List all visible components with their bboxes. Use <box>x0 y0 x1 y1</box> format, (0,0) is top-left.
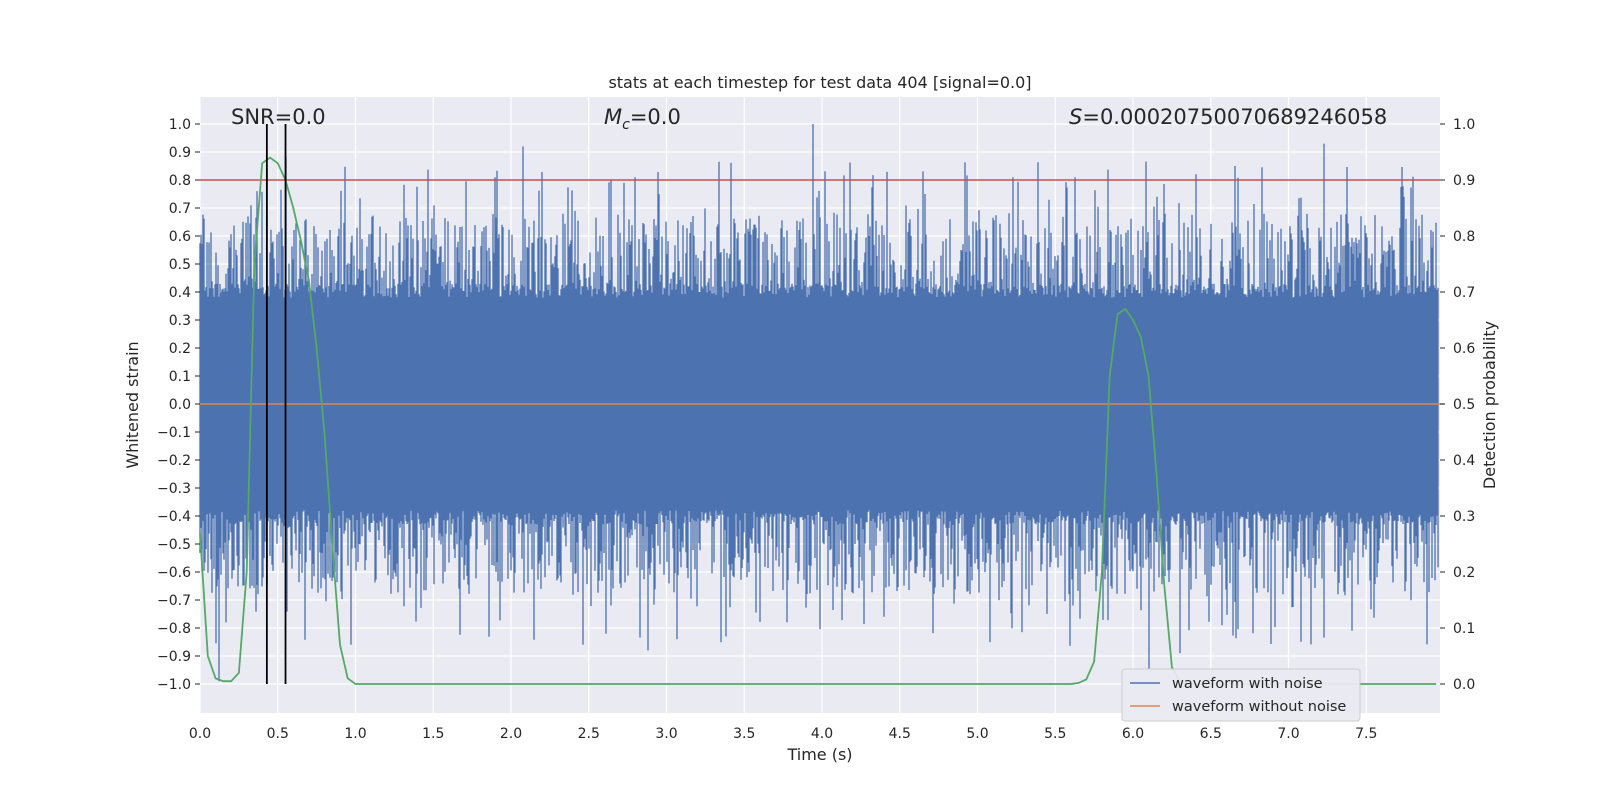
y-tick-label: 0.8 <box>169 173 191 189</box>
y2-tick-label: 0.7 <box>1453 285 1475 301</box>
y2-tick-label: 0.3 <box>1453 509 1475 525</box>
y-tick-label: 0.6 <box>169 229 191 245</box>
x-tick-label: 0.0 <box>189 726 211 742</box>
y-tick-label: 0.4 <box>169 285 191 301</box>
y-tick-label: −0.6 <box>157 565 191 581</box>
x-tick-label: 3.0 <box>655 726 677 742</box>
y-axis-label: Whitened strain <box>123 341 142 468</box>
noise-waveform <box>199 124 1439 682</box>
x-tick-label: 5.0 <box>966 726 988 742</box>
y-tick-label: −0.9 <box>157 649 191 665</box>
y2-tick-label: 0.1 <box>1453 621 1475 637</box>
legend-box <box>1121 668 1361 722</box>
x-tick-label: 3.5 <box>733 726 755 742</box>
x-tick-label: 6.5 <box>1200 726 1222 742</box>
y2-tick-label: 0.4 <box>1453 453 1475 469</box>
y2-tick-label: 0.5 <box>1453 397 1475 413</box>
x-tick-label: 2.0 <box>500 726 522 742</box>
x-tick-label: 7.5 <box>1355 726 1377 742</box>
x-tick-label: 7.0 <box>1277 726 1299 742</box>
s-annotation: S=0.00020750070689246058 <box>1069 105 1387 129</box>
legend: waveform with noise waveform without noi… <box>1121 668 1361 722</box>
legend-label-noise: waveform with noise <box>1172 676 1323 692</box>
mc-annotation: Mc=0.0 <box>604 105 681 133</box>
chart-title: stats at each timestep for test data 404… <box>608 73 1031 92</box>
x-tick-label: 0.5 <box>267 726 289 742</box>
x-tick-label: 4.0 <box>811 726 833 742</box>
y-tick-label: 0.2 <box>169 341 191 357</box>
x-tick-label: 6.0 <box>1122 726 1144 742</box>
y2-tick-label: 0.8 <box>1453 229 1475 245</box>
detection-probability-line <box>199 156 1437 685</box>
series-lines <box>199 124 1444 685</box>
x-tick-label: 1.5 <box>422 726 444 742</box>
y-tick-label: −0.4 <box>157 509 191 525</box>
y-tick-label: −0.1 <box>157 425 191 441</box>
y-tick-label: 0.3 <box>169 313 191 329</box>
y-tick-label: 0.7 <box>169 201 191 217</box>
y2-tick-label: 0.2 <box>1453 565 1475 581</box>
y-tick-label: −0.5 <box>157 537 191 553</box>
y-tick-label: −0.8 <box>157 621 191 637</box>
snr-annotation: SNR=0.0 <box>231 105 326 129</box>
y-tick-label: −0.2 <box>157 453 191 469</box>
series-waveform-with-noise <box>199 124 1439 682</box>
y-tick-label: −1.0 <box>157 677 191 693</box>
y-tick-label: 1.0 <box>169 117 191 133</box>
x-axis-label: Time (s) <box>786 745 852 764</box>
x-tick-label: 2.5 <box>578 726 600 742</box>
y2-tick-label: 0.9 <box>1453 173 1475 189</box>
y-tick-label: 0.5 <box>169 257 191 273</box>
x-tick-label: 5.5 <box>1044 726 1066 742</box>
y-tick-label: 0.0 <box>169 397 191 413</box>
y2-tick-label: 0.0 <box>1453 677 1475 693</box>
y-tick-label: 0.1 <box>169 369 191 385</box>
y2-tick-label: 0.6 <box>1453 341 1475 357</box>
y2-axis-label: Detection probability <box>1480 321 1499 489</box>
axes: 0.0 0.5 1.0 1.5 2.0 2.5 3.0 3.5 4.0 4.5 5.0 5.5 6.0 6… <box>157 117 1475 742</box>
legend-label-clean: waveform without noise <box>1172 699 1346 715</box>
y-tick-label: 0.9 <box>169 145 191 161</box>
y2-tick-label: 1.0 <box>1453 117 1475 133</box>
y-tick-label: −0.7 <box>157 593 191 609</box>
x-tick-label: 4.5 <box>889 726 911 742</box>
x-tick-label: 1.0 <box>344 726 366 742</box>
y-tick-label: −0.3 <box>157 481 191 497</box>
